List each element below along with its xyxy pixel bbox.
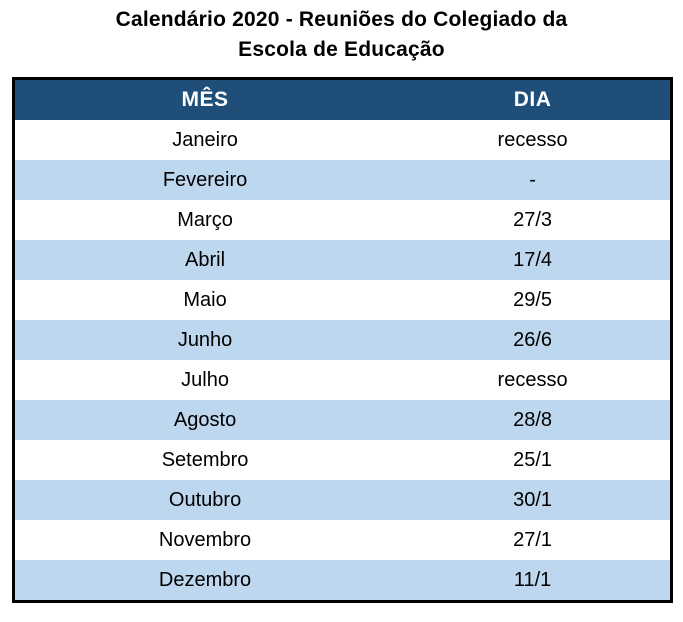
table-body: Janeiro recesso Fevereiro - Março 27/3 A… xyxy=(13,120,672,602)
page-title-line1: Calendário 2020 - Reuniões do Colegiado … xyxy=(115,8,568,31)
day-cell: 28/8 xyxy=(395,400,672,440)
table-row: Maio 29/5 xyxy=(13,280,672,320)
day-cell: - xyxy=(395,160,672,200)
table-row: Novembro 27/1 xyxy=(13,520,672,560)
table-row: Março 27/3 xyxy=(13,200,672,240)
column-header-mes: MÊS xyxy=(13,78,396,120)
table-row: Setembro 25/1 xyxy=(13,440,672,480)
month-cell: Setembro xyxy=(13,440,396,480)
day-cell: 11/1 xyxy=(395,560,672,602)
month-cell: Julho xyxy=(13,360,396,400)
day-cell: 25/1 xyxy=(395,440,672,480)
day-cell: 30/1 xyxy=(395,480,672,520)
day-cell: 29/5 xyxy=(395,280,672,320)
day-cell: recesso xyxy=(395,120,672,160)
month-cell: Fevereiro xyxy=(13,160,396,200)
table-row: Agosto 28/8 xyxy=(13,400,672,440)
table-row: Fevereiro - xyxy=(13,160,672,200)
table-row: Dezembro 11/1 xyxy=(13,560,672,602)
page-title: Calendário 2020 - Reuniões do Colegiado … xyxy=(0,0,683,65)
month-cell: Agosto xyxy=(13,400,396,440)
month-cell: Janeiro xyxy=(13,120,396,160)
column-header-dia: DIA xyxy=(395,78,672,120)
calendar-table: MÊS DIA Janeiro recesso Fevereiro - Març… xyxy=(12,77,673,603)
month-cell: Abril xyxy=(13,240,396,280)
table-header-row: MÊS DIA xyxy=(13,78,672,120)
month-cell: Junho xyxy=(13,320,396,360)
table-row: Abril 17/4 xyxy=(13,240,672,280)
day-cell: 26/6 xyxy=(395,320,672,360)
day-cell: recesso xyxy=(395,360,672,400)
month-cell: Março xyxy=(13,200,396,240)
month-cell: Dezembro xyxy=(13,560,396,602)
day-cell: 27/3 xyxy=(395,200,672,240)
page-title-line2: Escola de Educação xyxy=(238,38,445,61)
table-row: Julho recesso xyxy=(13,360,672,400)
month-cell: Novembro xyxy=(13,520,396,560)
day-cell: 17/4 xyxy=(395,240,672,280)
table-row: Junho 26/6 xyxy=(13,320,672,360)
table-row: Janeiro recesso xyxy=(13,120,672,160)
table-row: Outubro 30/1 xyxy=(13,480,672,520)
day-cell: 27/1 xyxy=(395,520,672,560)
month-cell: Maio xyxy=(13,280,396,320)
month-cell: Outubro xyxy=(13,480,396,520)
